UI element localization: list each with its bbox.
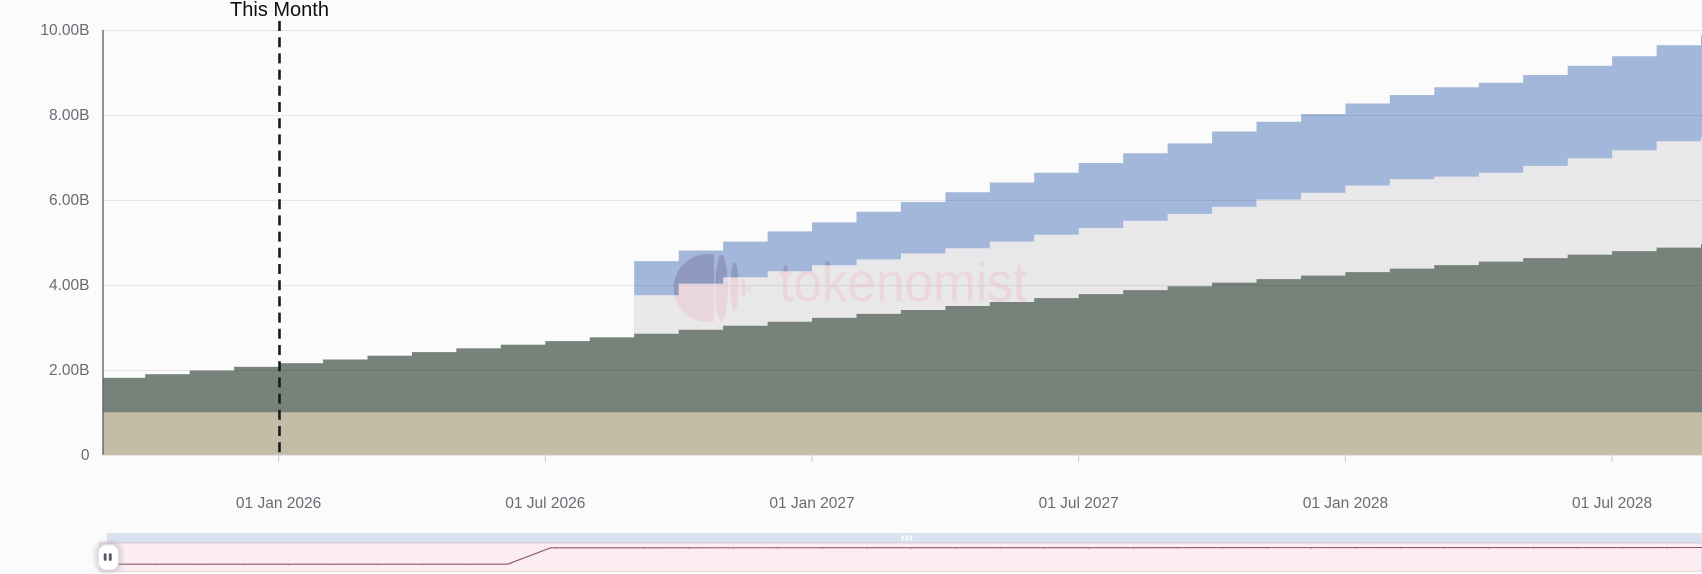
- svg-text:01 Jan 2028: 01 Jan 2028: [1303, 495, 1388, 512]
- svg-text:01 Jan 2027: 01 Jan 2027: [769, 495, 854, 512]
- svg-text:tokenomist: tokenomist: [779, 251, 1027, 313]
- svg-text:01 Jul 2028: 01 Jul 2028: [1572, 495, 1652, 512]
- svg-text:0: 0: [81, 447, 90, 464]
- svg-text:4.00B: 4.00B: [49, 277, 90, 294]
- svg-text:01 Jan 2026: 01 Jan 2026: [236, 495, 321, 512]
- svg-text:6.00B: 6.00B: [49, 192, 90, 209]
- svg-text:01 Jul 2027: 01 Jul 2027: [1039, 495, 1119, 512]
- svg-text:10.00B: 10.00B: [40, 22, 89, 39]
- svg-text:01 Jul 2026: 01 Jul 2026: [505, 495, 585, 512]
- svg-text:2.00B: 2.00B: [49, 362, 90, 379]
- svg-text:8.00B: 8.00B: [49, 107, 90, 124]
- svg-text:This Month: This Month: [230, 0, 329, 21]
